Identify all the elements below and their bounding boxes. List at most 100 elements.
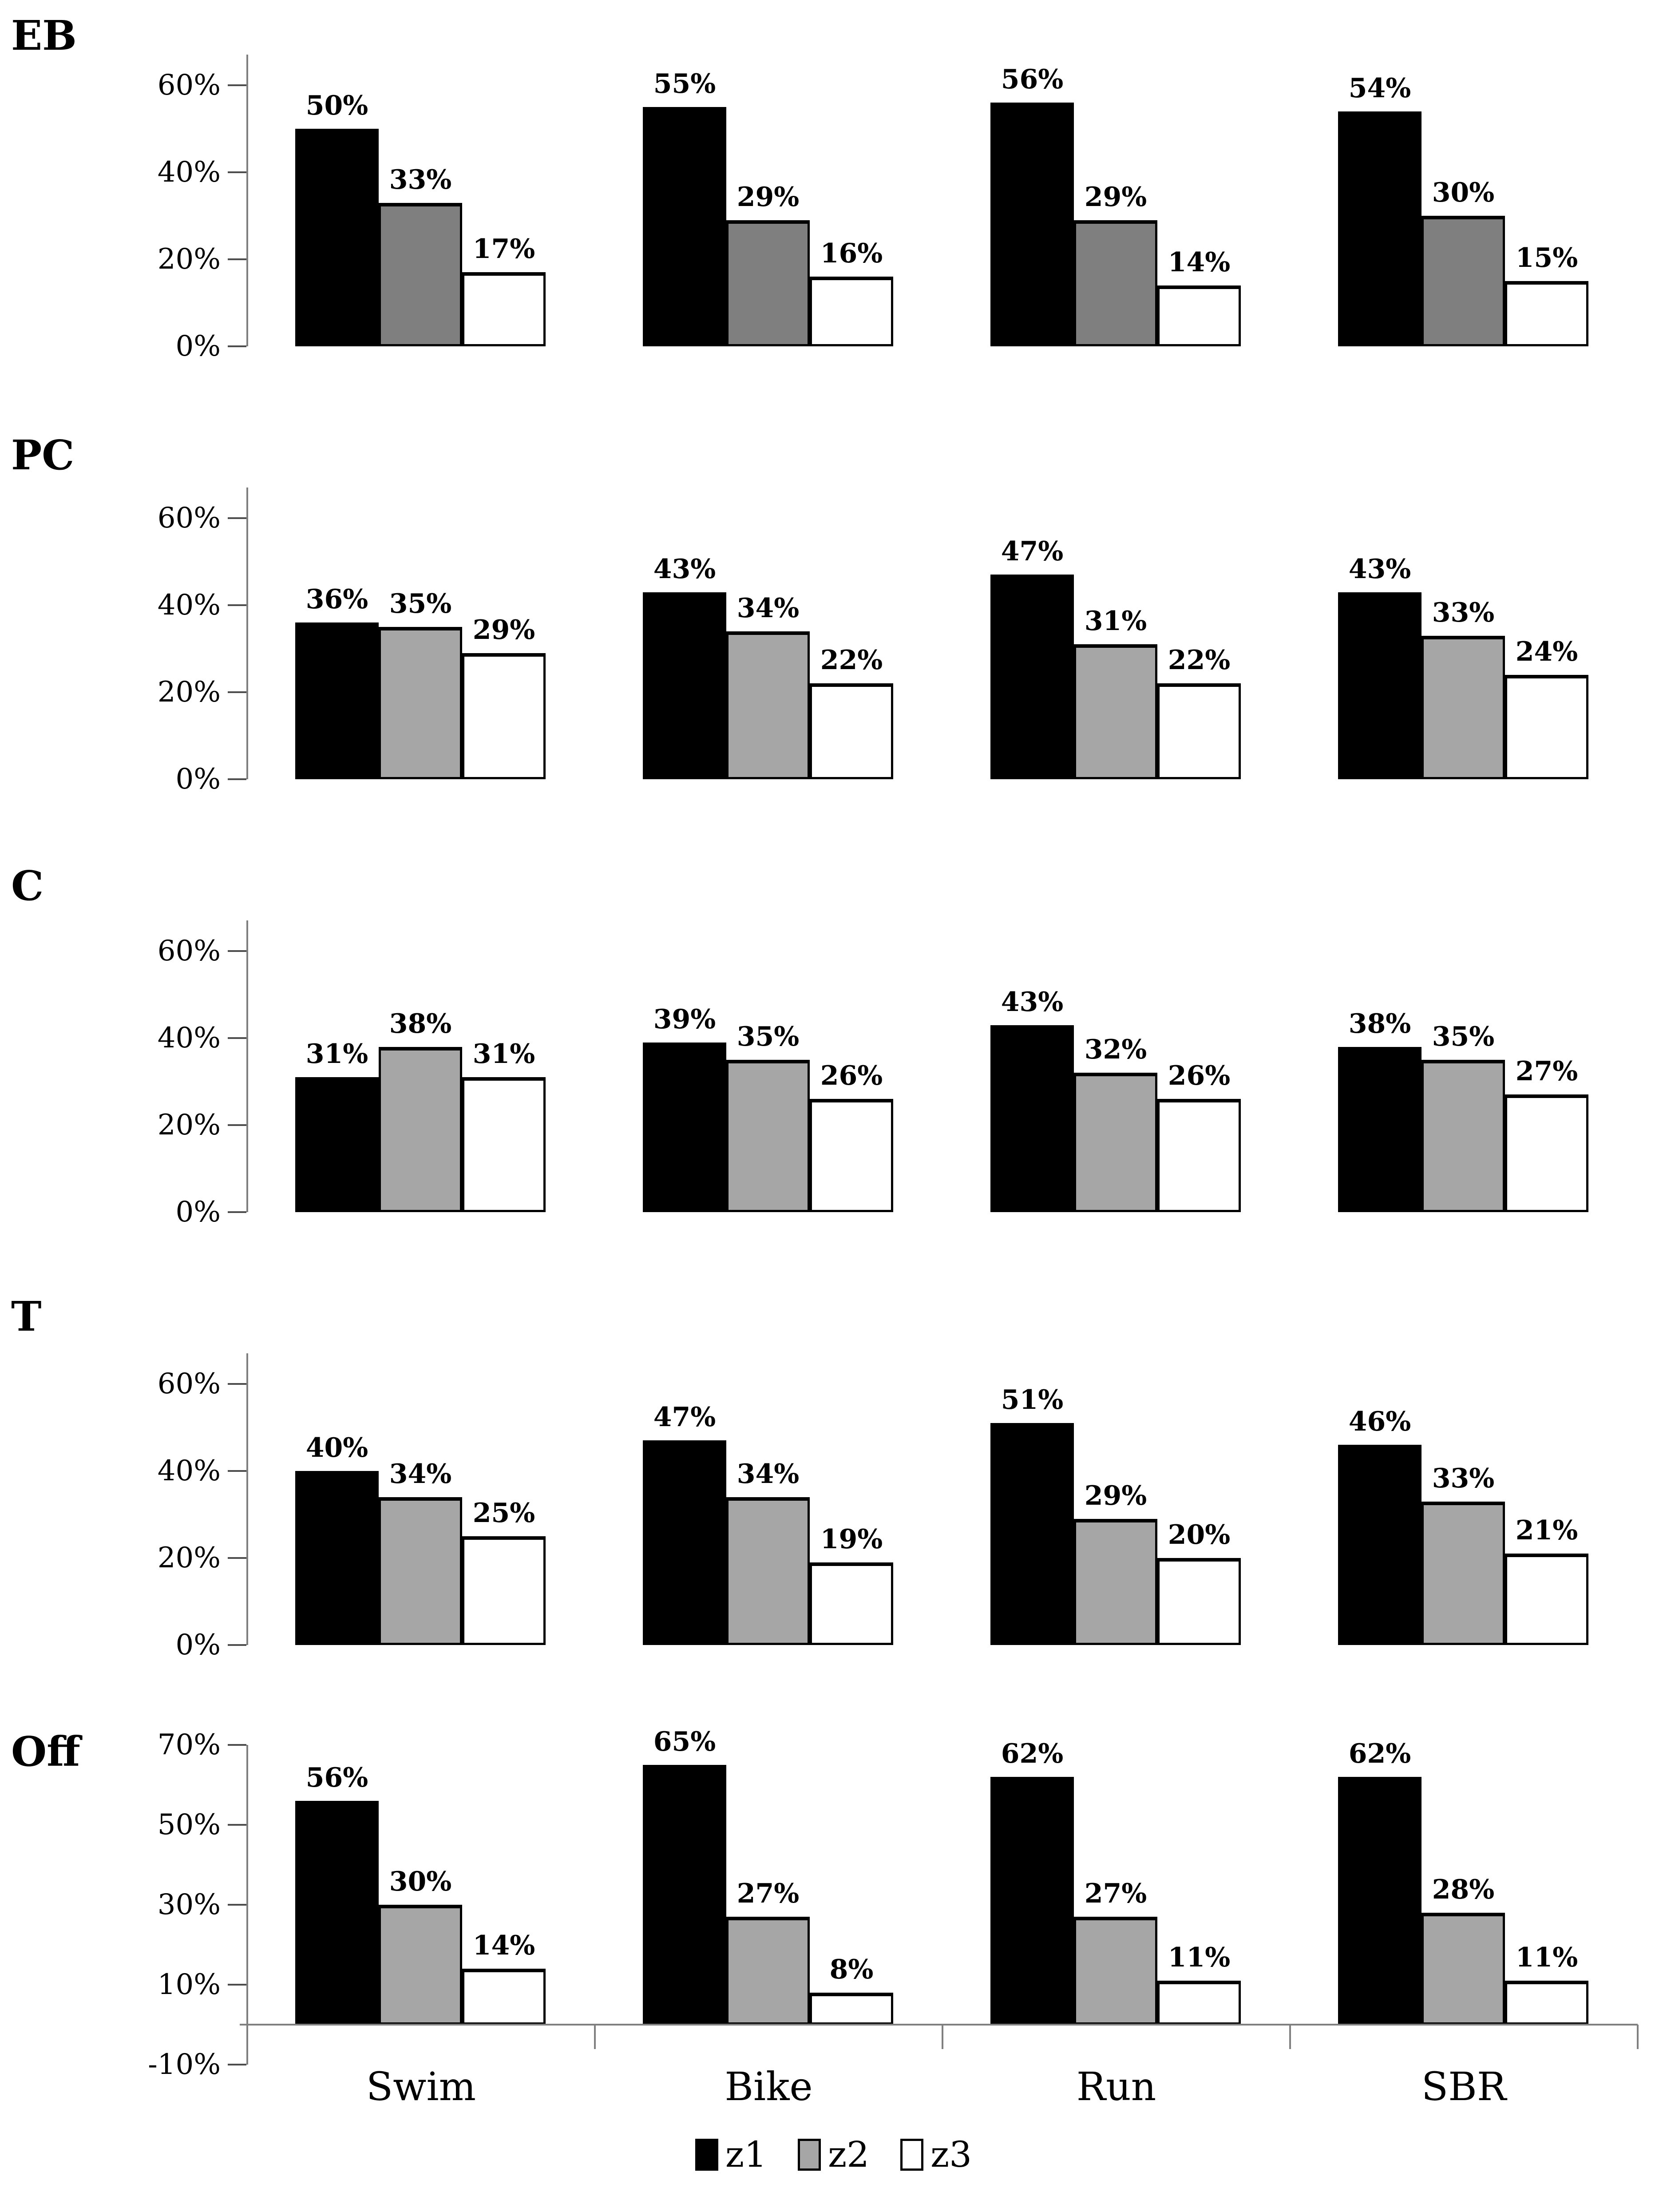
- bar-value-label: 25%: [472, 1498, 535, 1529]
- bar-z3-bike: [810, 1993, 893, 2025]
- bar-z2-swim: [379, 1047, 462, 1212]
- bar-z1-run: [990, 1777, 1074, 2025]
- y-tick-label: 0%: [175, 763, 221, 796]
- bar-value-label: 39%: [653, 1003, 716, 1035]
- y-tick: [228, 604, 246, 606]
- y-tick-label: -10%: [148, 2048, 221, 2081]
- bar-value-label: 14%: [472, 1930, 535, 1961]
- y-tick: [228, 84, 246, 86]
- bar-value-label: 31%: [305, 1039, 368, 1070]
- bar-value-label: 35%: [389, 588, 452, 619]
- bar-value-label: 34%: [736, 1458, 800, 1490]
- legend-label: z2: [828, 2134, 870, 2175]
- y-tick: [228, 1644, 246, 1646]
- legend-label: z3: [931, 2134, 972, 2175]
- x-axis-tick: [942, 2025, 943, 2049]
- y-tick: [228, 1037, 246, 1039]
- bar-value-label: 47%: [653, 1402, 716, 1433]
- bar-z1-swim: [295, 622, 379, 779]
- bar-z2-sbr: [1422, 1060, 1505, 1212]
- bar-value-label: 16%: [820, 238, 883, 270]
- x-axis: [240, 2024, 1638, 2026]
- bar-value-label: 51%: [1001, 1384, 1064, 1416]
- y-axis: [246, 920, 248, 1212]
- category-label-sbr: SBR: [1421, 2064, 1507, 2109]
- bar-z2-sbr: [1422, 635, 1505, 779]
- y-tick: [228, 950, 246, 952]
- y-tick-label: 40%: [157, 1022, 221, 1054]
- bar-z3-run: [1157, 1558, 1241, 1645]
- bar-z1-swim: [295, 1077, 379, 1212]
- bar-z2-run: [1074, 1518, 1157, 1645]
- legend-swatch-z1: [695, 2139, 718, 2171]
- bar-value-label: 30%: [1432, 177, 1495, 208]
- bar-z3-sbr: [1505, 1981, 1588, 2025]
- bar-z1-swim: [295, 1801, 379, 2025]
- bar-value-label: 62%: [1001, 1738, 1064, 1769]
- bar-z1-run: [990, 1423, 1074, 1645]
- legend-item-z3: z3: [900, 2136, 972, 2174]
- bar-z3-run: [1157, 285, 1241, 346]
- y-tick-label: 40%: [157, 156, 221, 189]
- legend-swatch-z2: [797, 2139, 821, 2171]
- bar-value-label: 27%: [736, 1878, 800, 1909]
- panel-label-eb: EB: [11, 12, 77, 59]
- y-tick: [228, 1557, 246, 1559]
- x-axis-tick: [1289, 2025, 1291, 2049]
- bar-z1-bike: [643, 1765, 726, 2025]
- y-axis: [246, 55, 248, 346]
- bar-value-label: 29%: [472, 614, 535, 646]
- bar-value-label: 17%: [472, 234, 535, 265]
- bar-value-label: 29%: [1084, 181, 1147, 213]
- bar-z1-bike: [643, 1440, 726, 1645]
- bar-z2-bike: [726, 1917, 810, 2025]
- bar-z2-bike: [726, 1497, 810, 1645]
- bar-z2-sbr: [1422, 216, 1505, 346]
- bar-value-label: 27%: [1084, 1878, 1147, 1909]
- y-tick: [228, 1383, 246, 1385]
- y-axis: [246, 488, 248, 779]
- bar-z1-run: [990, 103, 1074, 346]
- bar-value-label: 40%: [305, 1432, 368, 1463]
- bar-value-label: 11%: [1515, 1942, 1578, 1973]
- y-tick: [228, 171, 246, 173]
- bar-z3-bike: [810, 683, 893, 779]
- bar-z1-bike: [643, 1042, 726, 1212]
- bar-value-label: 20%: [1168, 1519, 1231, 1550]
- legend-item-z1: z1: [695, 2136, 767, 2174]
- bar-z3-sbr: [1505, 1094, 1588, 1212]
- y-tick-label: 60%: [157, 69, 221, 102]
- y-tick: [228, 1744, 246, 1746]
- bar-z1-sbr: [1338, 111, 1422, 346]
- y-tick: [228, 1470, 246, 1472]
- bar-value-label: 27%: [1515, 1056, 1578, 1087]
- y-tick: [228, 1211, 246, 1213]
- y-tick-label: 0%: [175, 1629, 221, 1661]
- bar-z1-bike: [643, 107, 726, 346]
- bar-value-label: 56%: [1001, 64, 1064, 95]
- y-tick-label: 20%: [157, 1109, 221, 1142]
- bar-value-label: 43%: [653, 553, 716, 585]
- bar-z3-swim: [462, 1077, 546, 1212]
- bar-value-label: 33%: [1432, 597, 1495, 628]
- bar-z3-sbr: [1505, 1554, 1588, 1645]
- bar-z1-sbr: [1338, 1445, 1422, 1645]
- bar-value-label: 31%: [1084, 606, 1147, 637]
- bar-value-label: 34%: [736, 592, 800, 624]
- bar-z2-run: [1074, 1917, 1157, 2025]
- bar-value-label: 30%: [389, 1866, 452, 1897]
- x-axis-tick: [594, 2025, 596, 2049]
- bar-value-label: 50%: [305, 90, 368, 121]
- y-tick-label: 20%: [157, 243, 221, 276]
- bar-z1-sbr: [1338, 1777, 1422, 2025]
- bar-value-label: 24%: [1515, 636, 1578, 667]
- bar-value-label: 22%: [1168, 645, 1231, 676]
- x-axis-tick: [1637, 2025, 1639, 2049]
- bar-value-label: 26%: [1168, 1060, 1231, 1092]
- bar-z3-swim: [462, 1536, 546, 1645]
- y-tick-label: 70%: [157, 1728, 221, 1761]
- y-axis: [246, 1745, 248, 2065]
- bar-value-label: 43%: [1348, 553, 1411, 585]
- panel-label-c: C: [11, 862, 44, 910]
- bar-value-label: 26%: [820, 1060, 883, 1092]
